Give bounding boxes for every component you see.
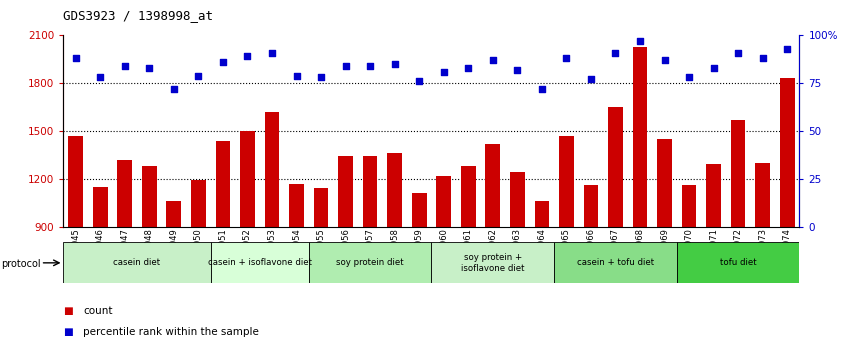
Point (559, 56, 573, 61)
Bar (387, 153, 402, 354)
Bar (265, 112, 279, 354)
Bar (191, 180, 206, 354)
Text: GDS3923 / 1398998_at: GDS3923 / 1398998_at (63, 9, 213, 22)
Text: soy protein +
isoflavone diet: soy protein + isoflavone diet (461, 253, 525, 273)
Bar (289, 183, 304, 354)
Bar (633, 46, 647, 354)
Text: ■: ■ (63, 306, 74, 316)
Point (731, 50, 744, 56)
Text: ■: ■ (63, 327, 74, 337)
Bar (706, 164, 721, 354)
Point (240, 53, 254, 59)
Point (510, 67, 524, 73)
Point (535, 86, 548, 92)
Bar (142, 166, 157, 354)
Bar (608, 107, 623, 354)
Point (437, 69, 450, 75)
Bar (657, 139, 672, 354)
Bar (93, 187, 107, 354)
Bar (731, 120, 745, 354)
Bar (211, 242, 309, 283)
Point (412, 79, 426, 84)
Bar (755, 163, 770, 354)
Bar (69, 136, 83, 354)
Point (363, 63, 376, 69)
Bar (584, 185, 598, 354)
Bar (486, 144, 500, 354)
Bar (431, 242, 554, 283)
Point (265, 50, 278, 56)
Point (93, 75, 107, 80)
Point (387, 61, 401, 67)
Point (142, 65, 156, 71)
Bar (314, 188, 328, 354)
Bar (63, 242, 211, 283)
Text: casein diet: casein diet (113, 258, 161, 267)
Point (706, 65, 720, 71)
Point (69, 56, 82, 61)
Bar (363, 156, 377, 354)
Point (486, 57, 499, 63)
Text: tofu diet: tofu diet (720, 258, 756, 267)
Point (314, 75, 327, 80)
Point (633, 38, 646, 44)
Point (167, 86, 180, 92)
Text: casein + tofu diet: casein + tofu diet (577, 258, 654, 267)
Text: soy protein diet: soy protein diet (337, 258, 404, 267)
Bar (554, 242, 677, 283)
Point (118, 63, 131, 69)
Point (682, 75, 695, 80)
Bar (677, 242, 799, 283)
Bar (682, 185, 696, 354)
Bar (535, 201, 549, 354)
Point (461, 65, 475, 71)
Point (216, 59, 229, 65)
Bar (437, 176, 451, 354)
Bar (338, 156, 353, 354)
Text: percentile rank within the sample: percentile rank within the sample (83, 327, 259, 337)
Bar (510, 172, 525, 354)
Point (755, 56, 769, 61)
Point (191, 73, 205, 78)
Point (780, 46, 794, 52)
Point (608, 50, 622, 56)
Point (584, 76, 597, 82)
Bar (240, 131, 255, 354)
Bar (118, 160, 132, 354)
Bar (412, 193, 426, 354)
Point (657, 57, 671, 63)
Bar (216, 141, 230, 354)
Text: casein + isoflavone diet: casein + isoflavone diet (208, 258, 311, 267)
Text: protocol: protocol (1, 259, 41, 269)
Bar (461, 166, 475, 354)
Point (338, 63, 352, 69)
Bar (559, 136, 574, 354)
Text: count: count (83, 306, 113, 316)
Bar (167, 201, 181, 354)
Point (289, 73, 303, 78)
Bar (309, 242, 431, 283)
Bar (780, 78, 794, 354)
